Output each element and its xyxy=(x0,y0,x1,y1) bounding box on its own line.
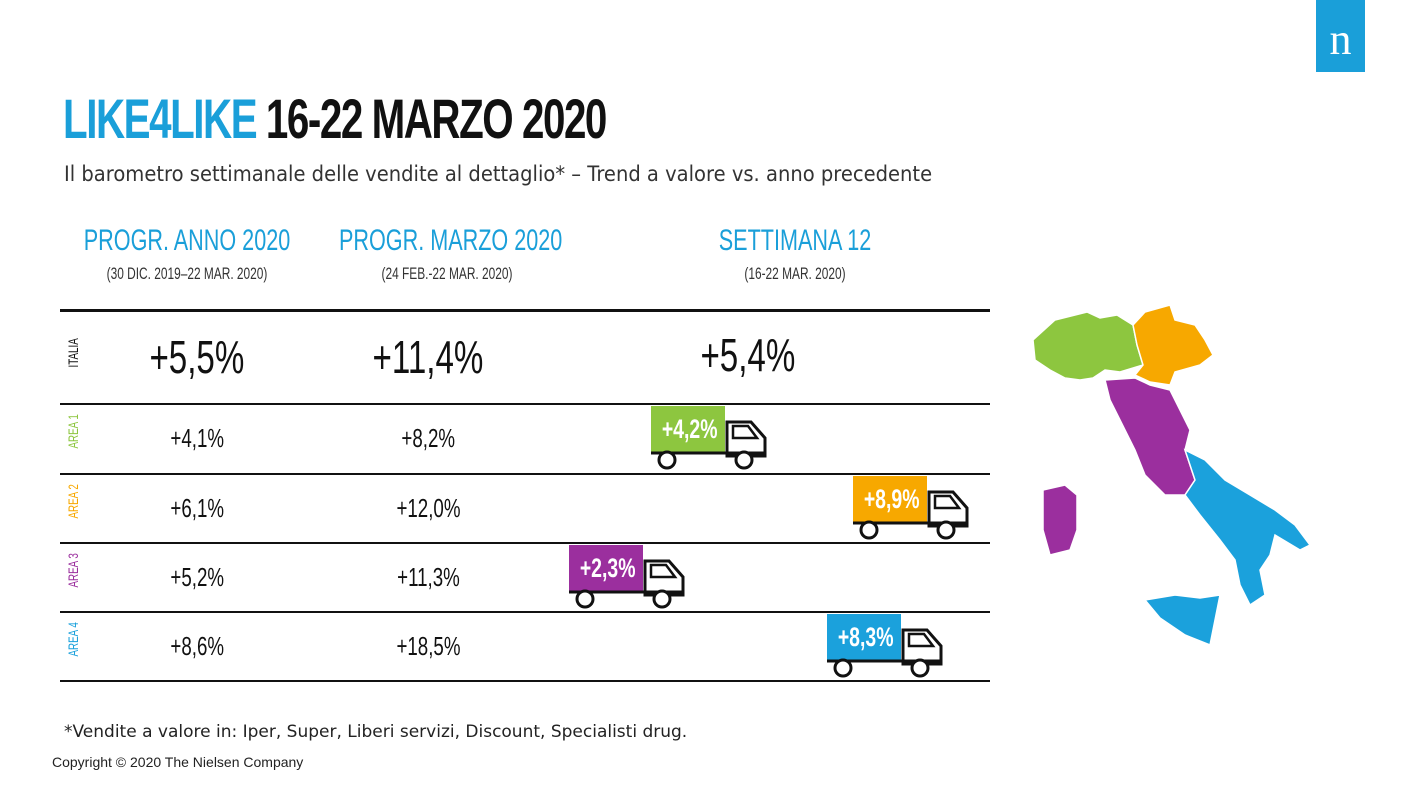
row-divider xyxy=(60,403,990,405)
truck-cargo-value: +4,2% xyxy=(650,406,725,452)
value-marzo: +11,3% xyxy=(396,561,460,592)
truck-icon xyxy=(826,628,943,678)
copyright: Copyright © 2020 The Nielsen Company xyxy=(52,754,304,770)
map-area-2 xyxy=(1132,304,1214,386)
truck-icon xyxy=(650,420,767,470)
truck-bar: +4,2% xyxy=(650,406,771,472)
value-marzo: +12,0% xyxy=(395,492,461,523)
truck-bar: +8,9% xyxy=(852,476,973,542)
column-title: PROGR. MARZO 2020 xyxy=(339,224,563,257)
footnote: *Vendite a valore in: Iper, Super, Liber… xyxy=(64,722,688,742)
truck-bar: +2,3% xyxy=(568,545,689,611)
value-anno: +6,1% xyxy=(170,492,224,523)
header-divider xyxy=(60,309,990,312)
title-accent: LIKE4LIKE xyxy=(63,87,258,150)
column-period: (30 DIC. 2019–22 MAR. 2020) xyxy=(106,264,268,283)
column-title: SETTIMANA 12 xyxy=(718,224,872,257)
truck-bar: +8,3% xyxy=(826,614,947,680)
column-period: (16-22 MAR. 2020) xyxy=(744,264,846,283)
map-area-3-sardinia xyxy=(1042,484,1078,556)
nielsen-logo: n xyxy=(1316,0,1365,72)
column-header-marzo: PROGR. MARZO 2020 (24 FEB.-22 MAR. 2020) xyxy=(297,224,597,284)
column-header-settimana: SETTIMANA 12 (16-22 MAR. 2020) xyxy=(645,224,945,284)
value-anno: +8,6% xyxy=(170,630,224,661)
map-area-3 xyxy=(1104,377,1196,496)
column-title: PROGR. ANNO 2020 xyxy=(83,224,291,257)
row-divider xyxy=(60,542,990,544)
column-period: (24 FEB.-22 MAR. 2020) xyxy=(381,264,513,283)
value-marzo: +8,2% xyxy=(401,423,455,454)
subtitle: Il barometro settimanale delle vendite a… xyxy=(64,162,933,186)
row-divider xyxy=(60,611,990,613)
column-header-anno: PROGR. ANNO 2020 (30 DIC. 2019–22 MAR. 20… xyxy=(37,224,337,284)
title-main: 16-22 MARZO 2020 xyxy=(256,87,607,150)
value-settimana: +5,4% xyxy=(700,328,796,381)
value-anno: +4,1% xyxy=(170,423,224,454)
italy-map xyxy=(1032,304,1312,647)
value-marzo: +11,4% xyxy=(372,330,484,383)
map-area-1 xyxy=(1032,311,1144,381)
value-anno: +5,2% xyxy=(170,561,224,592)
map-area-4 xyxy=(1183,448,1312,607)
truck-cargo-value: +8,3% xyxy=(826,614,901,660)
value-marzo: +18,5% xyxy=(395,630,461,661)
truck-cargo-value: +2,3% xyxy=(568,545,643,591)
truck-icon xyxy=(568,559,685,609)
map-area-4-sicily xyxy=(1143,594,1221,647)
row-divider xyxy=(60,680,990,682)
truck-cargo-value: +8,9% xyxy=(852,476,927,522)
row-divider xyxy=(60,473,990,475)
truck-icon xyxy=(852,490,969,540)
page-title: LIKE4LIKE 16-22 MARZO 2020 xyxy=(63,86,607,151)
value-anno: +5,5% xyxy=(149,330,245,383)
